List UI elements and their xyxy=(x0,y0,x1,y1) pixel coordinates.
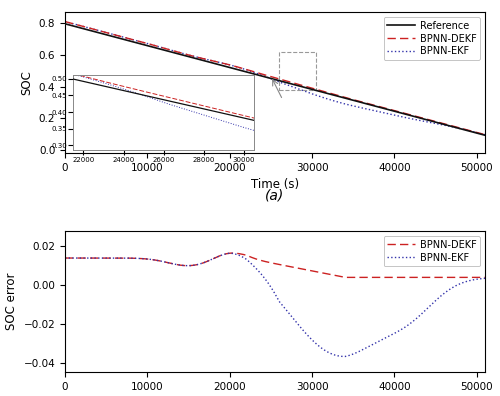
BPNN-EKF xyxy=(138,256,144,261)
BPNN-EKF xyxy=(335,354,341,358)
Reference xyxy=(138,42,144,46)
BPNN-DEKF xyxy=(342,275,348,280)
Bar xyxy=(279,52,316,90)
BPNN-DEKF xyxy=(335,93,341,98)
BPNN-DEKF xyxy=(482,132,488,137)
BPNN-DEKF xyxy=(482,275,488,280)
BPNN-EKF xyxy=(222,251,228,256)
BPNN-DEKF xyxy=(138,40,144,44)
BPNN-DEKF xyxy=(222,61,228,66)
Reference xyxy=(376,105,382,109)
Line: BPNN-EKF: BPNN-EKF xyxy=(65,253,485,356)
BPNN-DEKF xyxy=(314,87,320,92)
BPNN-EKF xyxy=(408,116,414,121)
BPNN-DEKF xyxy=(314,270,320,274)
BPNN-DEKF xyxy=(138,256,144,261)
BPNN-EKF xyxy=(482,132,488,137)
BPNN-EKF xyxy=(138,40,144,44)
BPNN-EKF xyxy=(314,342,320,347)
Reference xyxy=(222,64,228,69)
BPNN-EKF xyxy=(376,109,382,114)
BPNN-DEKF xyxy=(376,275,382,280)
Reference xyxy=(335,94,341,99)
BPNN-DEKF xyxy=(62,256,68,261)
BPNN-EKF xyxy=(62,19,68,24)
BPNN-EKF xyxy=(376,339,382,344)
BPNN-EKF xyxy=(482,276,488,281)
BPNN-DEKF xyxy=(222,251,228,256)
Y-axis label: SOC error: SOC error xyxy=(5,273,18,330)
BPNN-EKF xyxy=(342,354,348,359)
BPNN-EKF xyxy=(222,61,228,66)
Text: (a): (a) xyxy=(266,188,284,202)
BPNN-DEKF xyxy=(376,104,382,109)
BPNN-DEKF xyxy=(335,274,341,278)
X-axis label: Time (s): Time (s) xyxy=(251,179,299,192)
Y-axis label: SOC: SOC xyxy=(20,70,33,95)
Reference xyxy=(408,113,414,118)
Reference xyxy=(314,88,320,93)
BPNN-DEKF xyxy=(62,19,68,24)
BPNN-EKF xyxy=(227,251,233,255)
Legend: Reference, BPNN-DEKF, BPNN-EKF: Reference, BPNN-DEKF, BPNN-EKF xyxy=(384,17,480,60)
Line: BPNN-DEKF: BPNN-DEKF xyxy=(65,21,485,135)
BPNN-EKF xyxy=(335,100,341,105)
BPNN-DEKF xyxy=(230,251,235,255)
Legend: BPNN-DEKF, BPNN-EKF: BPNN-DEKF, BPNN-EKF xyxy=(384,236,480,267)
Reference xyxy=(62,21,68,26)
BPNN-EKF xyxy=(314,93,320,98)
Line: Reference: Reference xyxy=(65,24,485,135)
BPNN-DEKF xyxy=(408,275,414,280)
BPNN-EKF xyxy=(62,256,68,261)
Line: BPNN-EKF: BPNN-EKF xyxy=(65,21,485,135)
Reference xyxy=(482,133,488,138)
BPNN-EKF xyxy=(408,321,414,326)
BPNN-DEKF xyxy=(408,112,414,117)
Line: BPNN-DEKF: BPNN-DEKF xyxy=(65,253,485,277)
